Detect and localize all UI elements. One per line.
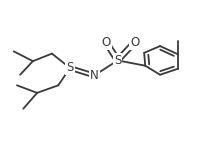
- Text: S: S: [114, 54, 121, 67]
- Text: S: S: [66, 61, 74, 74]
- Text: O: O: [130, 36, 139, 49]
- Text: N: N: [90, 69, 99, 82]
- Text: O: O: [101, 36, 111, 49]
